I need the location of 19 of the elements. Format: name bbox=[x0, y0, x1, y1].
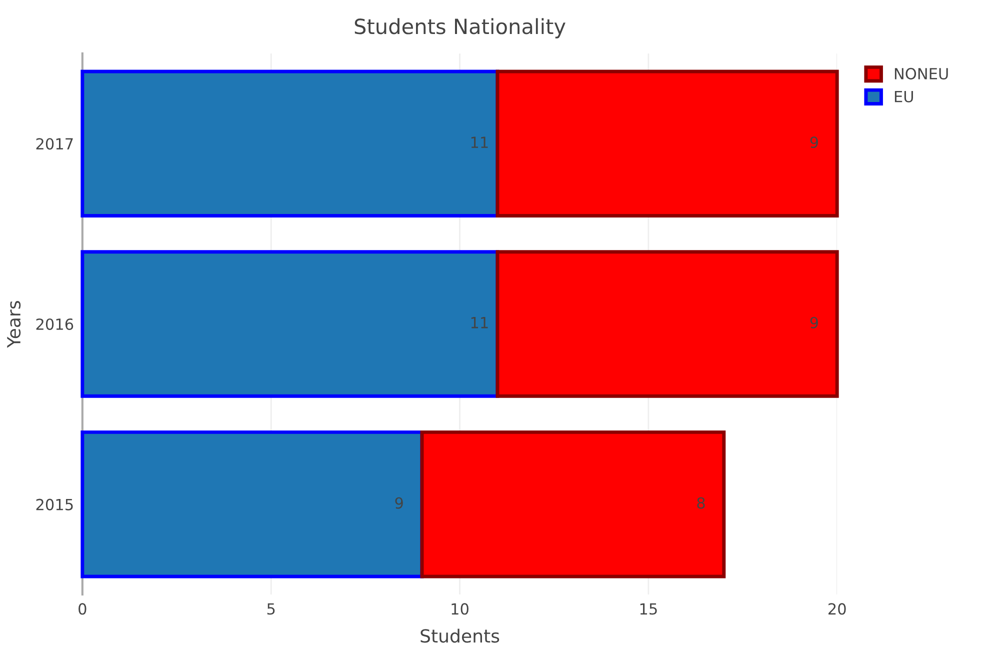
data-label: 11 bbox=[471, 136, 488, 148]
x-tick-label: 5 bbox=[267, 603, 275, 615]
x-tick-label: 0 bbox=[78, 603, 86, 615]
data-label: 11 bbox=[471, 317, 488, 328]
x-tick-label: 15 bbox=[640, 603, 657, 615]
data-label: 9 bbox=[395, 497, 403, 509]
data-label: 9 bbox=[810, 136, 818, 148]
x-tick-label: 10 bbox=[452, 603, 468, 615]
y-tick-label: 2017 bbox=[36, 138, 73, 150]
x-axis-title: Students bbox=[420, 628, 500, 643]
x-tick-label: 20 bbox=[828, 603, 846, 615]
legend-label: EU bbox=[894, 91, 913, 102]
legend-label: NONEU bbox=[894, 68, 948, 80]
chart-title: Students Nationality bbox=[354, 18, 566, 38]
y-tick-label: 2015 bbox=[36, 498, 73, 510]
y-tick-label: 2016 bbox=[36, 318, 74, 330]
data-label: 8 bbox=[697, 497, 705, 509]
y-axis-title: Years bbox=[7, 301, 21, 348]
data-label: 9 bbox=[810, 316, 818, 328]
